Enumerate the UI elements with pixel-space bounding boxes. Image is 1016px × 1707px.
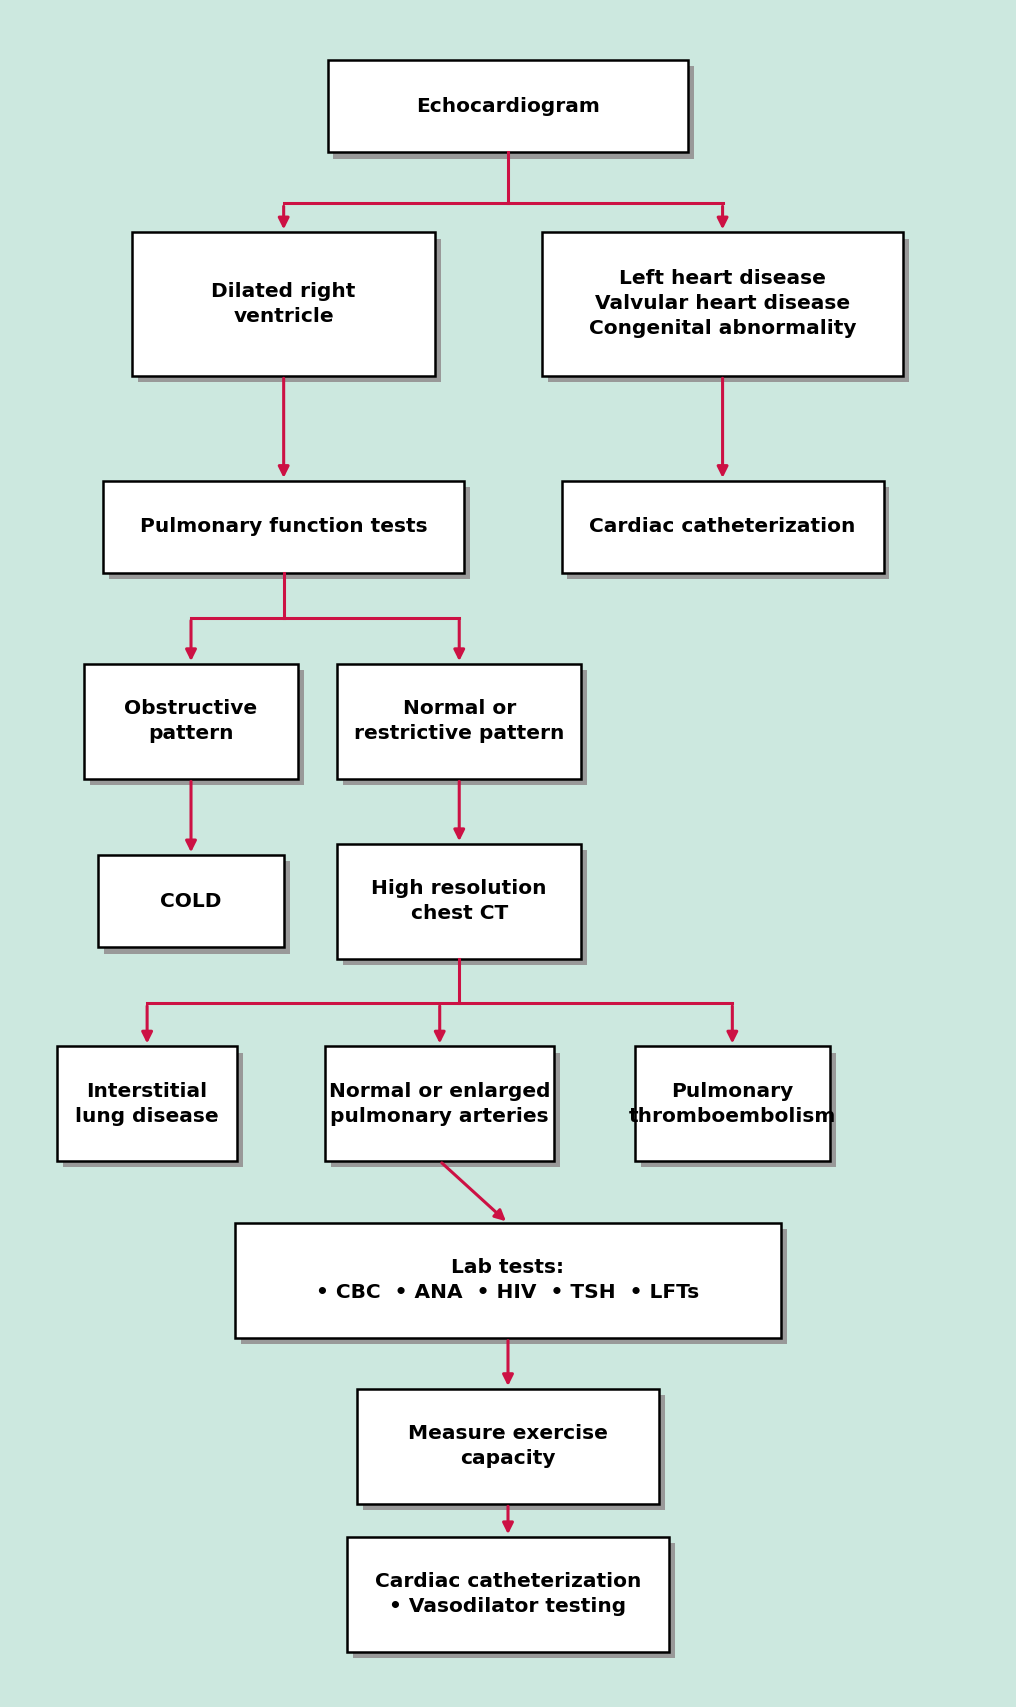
FancyBboxPatch shape xyxy=(568,486,889,579)
FancyBboxPatch shape xyxy=(89,671,304,785)
FancyBboxPatch shape xyxy=(357,1389,659,1504)
FancyBboxPatch shape xyxy=(138,239,441,382)
Text: Normal or
restrictive pattern: Normal or restrictive pattern xyxy=(354,700,565,743)
FancyBboxPatch shape xyxy=(548,239,909,382)
Text: Interstitial
lung disease: Interstitial lung disease xyxy=(75,1082,218,1125)
FancyBboxPatch shape xyxy=(343,850,587,964)
FancyBboxPatch shape xyxy=(104,481,464,574)
Text: Cardiac catheterization
• Vasodilator testing: Cardiac catheterization • Vasodilator te… xyxy=(375,1572,641,1617)
FancyBboxPatch shape xyxy=(347,1536,669,1652)
FancyBboxPatch shape xyxy=(105,862,290,954)
Text: Lab tests:
• CBC  • ANA  • HIV  • TSH  • LFTs: Lab tests: • CBC • ANA • HIV • TSH • LFT… xyxy=(316,1258,700,1302)
FancyBboxPatch shape xyxy=(363,1395,665,1511)
Text: Dilated right
ventricle: Dilated right ventricle xyxy=(211,282,356,326)
Text: Pulmonary function tests: Pulmonary function tests xyxy=(140,517,428,536)
Text: High resolution
chest CT: High resolution chest CT xyxy=(372,879,547,923)
FancyBboxPatch shape xyxy=(241,1229,787,1343)
FancyBboxPatch shape xyxy=(337,664,581,778)
FancyBboxPatch shape xyxy=(109,486,470,579)
FancyBboxPatch shape xyxy=(327,60,689,152)
Text: Measure exercise
capacity: Measure exercise capacity xyxy=(408,1424,608,1468)
FancyBboxPatch shape xyxy=(331,1053,560,1168)
Text: Obstructive
pattern: Obstructive pattern xyxy=(124,700,258,743)
FancyBboxPatch shape xyxy=(57,1046,238,1161)
Text: Echocardiogram: Echocardiogram xyxy=(417,97,599,116)
FancyBboxPatch shape xyxy=(635,1046,830,1161)
Text: COLD: COLD xyxy=(161,891,221,912)
FancyBboxPatch shape xyxy=(641,1053,836,1168)
FancyBboxPatch shape xyxy=(333,67,694,159)
FancyBboxPatch shape xyxy=(337,843,581,959)
FancyBboxPatch shape xyxy=(543,232,903,376)
FancyBboxPatch shape xyxy=(83,664,299,778)
FancyBboxPatch shape xyxy=(343,671,587,785)
FancyBboxPatch shape xyxy=(63,1053,243,1168)
Text: Cardiac catheterization: Cardiac catheterization xyxy=(589,517,855,536)
Text: Normal or enlarged
pulmonary arteries: Normal or enlarged pulmonary arteries xyxy=(329,1082,551,1125)
Text: Pulmonary
thromboembolism: Pulmonary thromboembolism xyxy=(629,1082,836,1125)
FancyBboxPatch shape xyxy=(99,855,283,947)
FancyBboxPatch shape xyxy=(132,232,435,376)
FancyBboxPatch shape xyxy=(562,481,884,574)
Text: Left heart disease
Valvular heart disease
Congenital abnormality: Left heart disease Valvular heart diseas… xyxy=(589,270,856,338)
FancyBboxPatch shape xyxy=(325,1046,555,1161)
FancyBboxPatch shape xyxy=(235,1224,781,1338)
FancyBboxPatch shape xyxy=(353,1543,675,1657)
